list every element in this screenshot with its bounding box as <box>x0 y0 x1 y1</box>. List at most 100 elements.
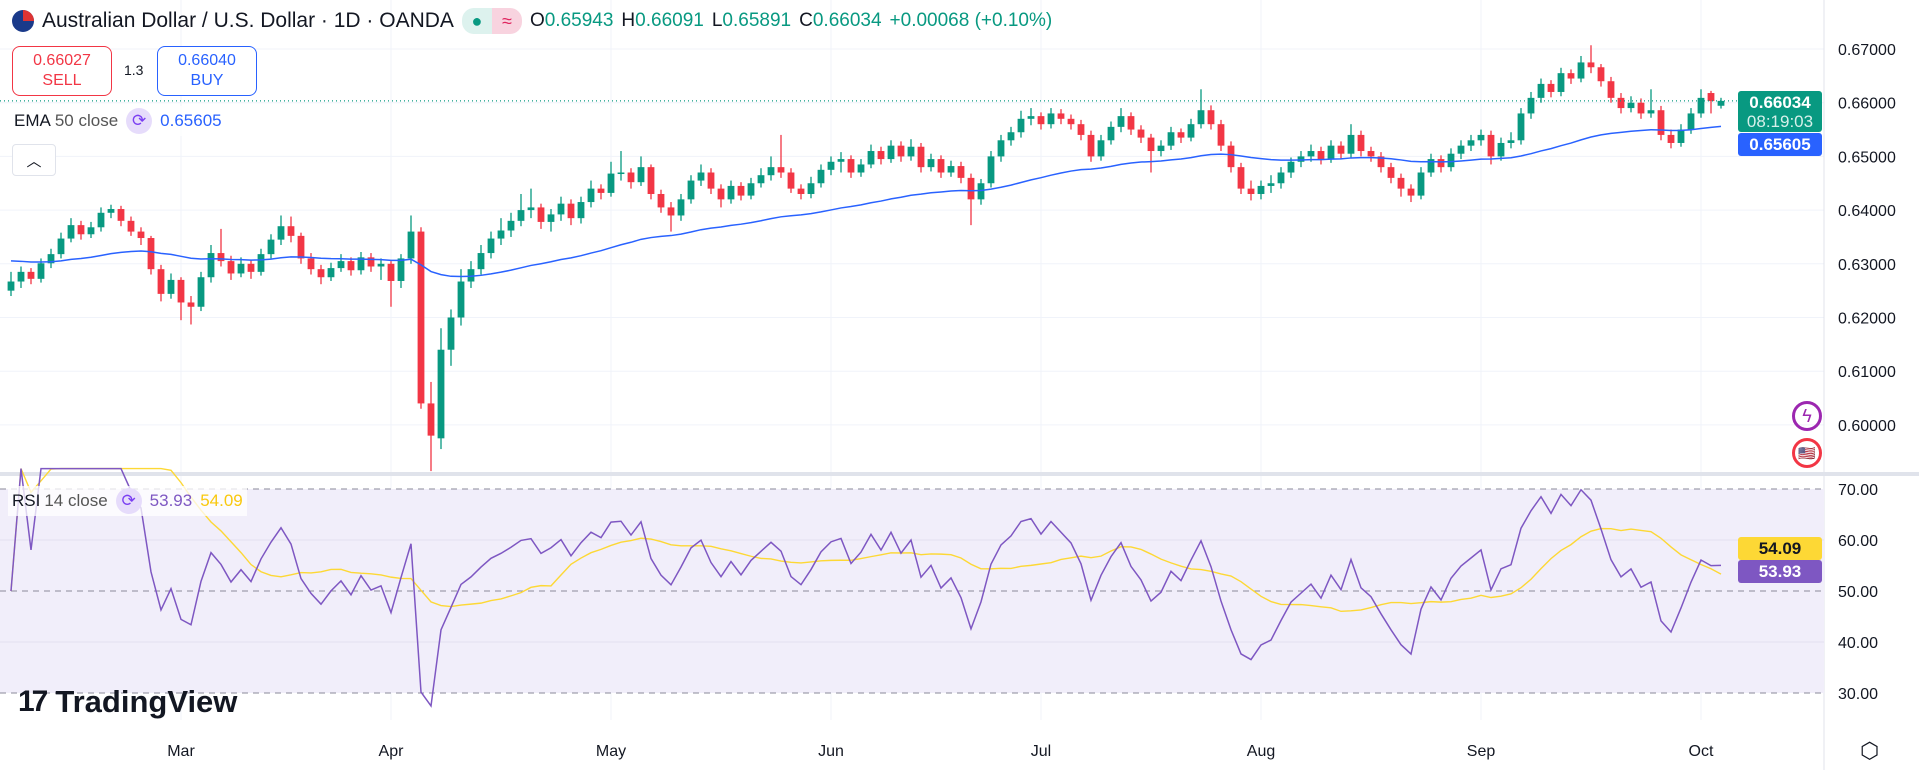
candle-body <box>107 209 115 213</box>
candle-body <box>1627 102 1635 109</box>
candle-body <box>1367 151 1375 157</box>
candle-body <box>867 151 875 165</box>
candle-body <box>967 177 975 200</box>
candle-body <box>287 226 295 236</box>
candle-body <box>1667 134 1675 143</box>
candle-body <box>307 258 315 270</box>
candle <box>117 205 125 227</box>
ohlc-readout: O0.65943 H0.66091 L0.65891 C0.66034 +0.0… <box>530 10 1052 32</box>
candle <box>657 189 665 213</box>
symbol-title[interactable]: Australian Dollar / U.S. Dollar · 1D · O… <box>42 9 454 32</box>
candle <box>1067 114 1075 130</box>
buy-label: BUY <box>190 72 224 89</box>
sell-price: 0.66027 <box>33 52 91 69</box>
candle-body <box>1637 102 1645 114</box>
buy-button[interactable]: 0.66040 BUY <box>157 46 257 96</box>
refresh-cycle-icon[interactable]: ⟳ <box>115 488 142 514</box>
candle <box>1697 89 1705 118</box>
rsi-value: 53.93 <box>149 491 193 510</box>
candle <box>1507 132 1515 149</box>
time-tick-label: Apr <box>379 743 405 760</box>
tradingview-logo[interactable]: 17 TradingView <box>18 684 238 719</box>
candle <box>1007 126 1015 146</box>
candle-body <box>597 188 605 193</box>
candle <box>1667 129 1675 149</box>
candle <box>367 253 375 272</box>
ema-legend[interactable]: EMA 50 close ⟳ 0.65605 <box>10 106 226 136</box>
candle <box>497 218 505 246</box>
time-tick-label: Mar <box>167 743 195 760</box>
candle-body <box>1397 177 1405 189</box>
rsi-tick-label: 60.00 <box>1838 533 1878 550</box>
candle <box>77 220 85 240</box>
candle-body <box>1517 113 1525 141</box>
candle <box>1377 152 1385 173</box>
candle <box>1467 134 1475 152</box>
candle <box>577 196 585 224</box>
candle <box>987 151 995 188</box>
candle-body <box>1447 153 1455 168</box>
candle-body <box>907 146 915 157</box>
candle <box>1107 121 1115 145</box>
rsi-name: RSI <box>12 491 41 510</box>
candle <box>1277 167 1285 189</box>
candle-body <box>757 175 765 184</box>
ema-value: 0.65605 <box>160 111 222 130</box>
candle <box>1637 98 1645 119</box>
candle <box>607 161 615 197</box>
candle <box>1297 151 1305 168</box>
candle-body <box>1327 145 1335 160</box>
candle <box>157 264 165 302</box>
candle <box>217 228 225 267</box>
rsi-tag: 53.93 <box>1738 560 1822 583</box>
candle <box>477 245 485 275</box>
candle-body <box>1027 116 1035 119</box>
candle-body <box>1167 132 1175 146</box>
candle <box>1347 124 1355 158</box>
time-tick-label: May <box>596 743 626 760</box>
candle-body <box>517 210 525 221</box>
bar-countdown: 08:19:03 <box>1746 112 1814 131</box>
candle-body <box>187 302 195 307</box>
lightning-alert-icon[interactable]: ϟ <box>1792 401 1822 431</box>
candle <box>767 156 775 181</box>
candle-body <box>737 185 745 196</box>
candle-body <box>847 159 855 173</box>
candle <box>107 204 115 219</box>
candle <box>647 164 655 200</box>
candle <box>567 199 575 226</box>
rsi-legend[interactable]: RSI 14 close ⟳ 53.93 54.09 <box>8 486 247 516</box>
candle <box>87 221 95 239</box>
us-flag-event-icon[interactable]: 🇺🇸 <box>1792 438 1822 468</box>
candle <box>867 144 875 169</box>
candle-body <box>1487 134 1495 157</box>
price-tick-label: 0.65000 <box>1838 149 1896 166</box>
settings-hexagon-icon[interactable]: ⬡ <box>1860 738 1880 763</box>
candle <box>507 212 515 237</box>
sell-button[interactable]: 0.66027 SELL <box>12 46 112 96</box>
candle <box>1657 105 1665 141</box>
candle <box>1307 144 1315 162</box>
market-status-pill[interactable]: ● ≈ <box>461 8 522 34</box>
candle-body <box>1547 83 1555 92</box>
candle <box>437 328 445 450</box>
pane-separator <box>0 472 1919 476</box>
candle-body <box>657 193 665 208</box>
candle <box>1357 130 1365 157</box>
candle <box>517 193 525 227</box>
candle-body <box>817 169 825 184</box>
price-tick-label: 0.61000 <box>1838 364 1896 381</box>
candle <box>47 248 55 269</box>
candle <box>67 218 75 243</box>
candle <box>347 257 355 276</box>
refresh-cycle-icon[interactable]: ⟳ <box>126 108 153 134</box>
candle-body <box>1237 167 1245 189</box>
candle-body <box>537 207 545 222</box>
collapse-legend-button[interactable]: ︿ <box>12 144 56 176</box>
candle <box>487 231 495 259</box>
candle <box>7 271 15 297</box>
candle-body <box>1137 129 1145 138</box>
candle <box>837 152 845 173</box>
candle-body <box>1647 110 1655 114</box>
